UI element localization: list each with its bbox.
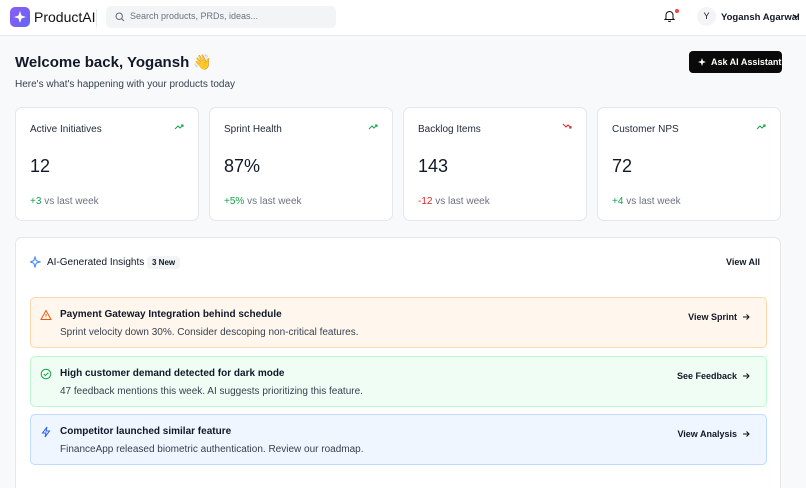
- arrow-icon: [743, 372, 750, 379]
- change-suffix: vs last week: [247, 196, 302, 207]
- insight-card: High customer demand detected for dark m…: [30, 355, 767, 407]
- insight-title: Competitor launched similar feature: [60, 426, 232, 437]
- insight-icon: [40, 309, 52, 320]
- view-all[interactable]: View All: [726, 257, 761, 267]
- avatar[interactable]: Y: [697, 7, 716, 26]
- search-placeholder: Search products, PRDs, ideas...: [130, 11, 259, 21]
- insights-badge: 3 New: [147, 256, 181, 269]
- user-name[interactable]: Yogansh Agarwal: [721, 12, 800, 23]
- change-suffix: vs last week: [435, 196, 490, 207]
- welcome-title: Welcome back, Yogansh 👋: [15, 54, 213, 71]
- insights-title: AI-Generated Insights: [47, 257, 145, 268]
- metric-label: Customer NPS: [612, 124, 679, 135]
- metric-change: +4 vs last week: [612, 196, 681, 207]
- search-box[interactable]: Search products, PRDs, ideas...: [106, 6, 336, 28]
- metric-label: Active Initiatives: [30, 124, 102, 135]
- insights-icon: [30, 256, 42, 268]
- ask-ai-button[interactable]: Ask AI Assistant: [689, 51, 782, 73]
- change-suffix: vs last week: [626, 196, 681, 207]
- notification-dot: [675, 9, 679, 13]
- logo[interactable]: [10, 7, 30, 27]
- metric-value: 87%: [224, 156, 261, 176]
- welcome-subtitle: Here's what's happening with your produc…: [15, 79, 236, 90]
- arrow-icon: [743, 314, 750, 320]
- trend-icon: [368, 124, 378, 130]
- trend-icon: [756, 124, 766, 130]
- trend-icon: [174, 124, 184, 130]
- metric-change: -12 vs last week: [418, 196, 490, 207]
- action-label: View Sprint: [688, 312, 737, 322]
- insight-card: Competitor launched similar feature Fina…: [30, 414, 767, 465]
- metric-change: +3 vs last week: [30, 196, 99, 207]
- notifications[interactable]: [664, 10, 675, 22]
- insight-description: 47 feedback mentions this week. AI sugge…: [60, 385, 363, 397]
- insight-title: High customer demand detected for dark m…: [60, 367, 285, 379]
- metric-card: Customer NPS 72 +4 vs last week: [597, 107, 781, 221]
- metric-card: Active Initiatives 12 +3 vs last week: [15, 107, 199, 221]
- metric-value: 72: [612, 156, 633, 176]
- button-label: Ask AI Assistant: [711, 57, 782, 67]
- divider: [96, 9, 97, 27]
- insight-icon: [40, 368, 52, 379]
- metric-value: 12: [30, 156, 51, 176]
- insight-description: FinanceApp released biometric authentica…: [60, 444, 364, 455]
- brand[interactable]: ProductAI: [34, 9, 96, 25]
- metric-label: Backlog Items: [418, 124, 481, 135]
- user-menu[interactable]: [792, 13, 800, 19]
- change-suffix: vs last week: [44, 196, 99, 207]
- arrow-icon: [743, 431, 750, 437]
- metric-card: Backlog Items 143 -12 vs last week: [403, 107, 587, 221]
- change-value: +3: [30, 196, 42, 207]
- action-label: View Analysis: [677, 429, 737, 439]
- insight-action[interactable]: See Feedback: [677, 371, 750, 381]
- insight-action[interactable]: View Sprint: [688, 312, 750, 322]
- insight-description: Sprint velocity down 30%. Consider desco…: [60, 327, 359, 338]
- insight-title: Payment Gateway Integration behind sched…: [60, 309, 282, 320]
- trend-icon: [562, 123, 572, 129]
- metric-label: Sprint Health: [224, 124, 282, 135]
- metric-value: 143: [418, 156, 449, 176]
- metric-card: Sprint Health 87% +5% vs last week: [209, 107, 393, 221]
- change-value: +4: [612, 196, 624, 207]
- insight-action[interactable]: View Analysis: [677, 429, 750, 439]
- insight-icon: [41, 426, 51, 438]
- action-label: See Feedback: [676, 370, 737, 381]
- insight-card: Payment Gateway Integration behind sched…: [30, 297, 767, 348]
- change-value: -12: [418, 196, 433, 207]
- change-value: +5%: [224, 196, 245, 207]
- metric-change: +5% vs last week: [224, 196, 302, 207]
